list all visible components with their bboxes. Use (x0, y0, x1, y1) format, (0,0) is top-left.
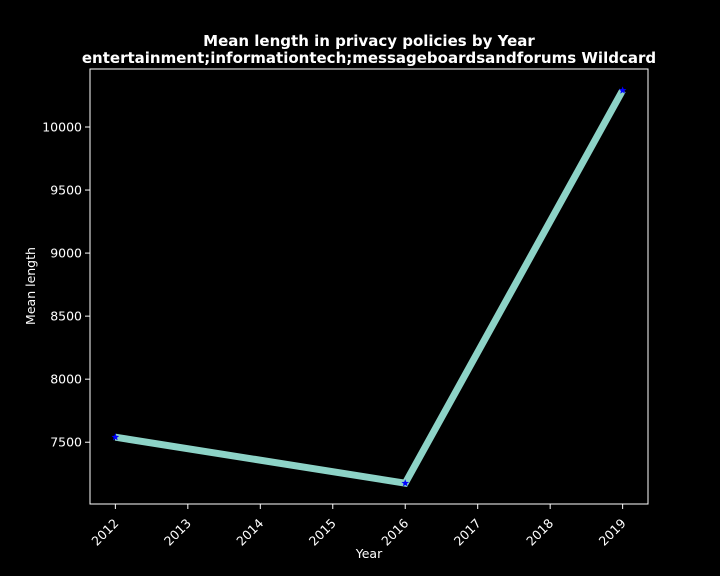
x-axis-label: Year (355, 546, 383, 561)
y-tick-label: 8000 (50, 372, 82, 387)
y-axis-label: Mean length (23, 247, 38, 325)
y-tick-label: 9000 (50, 246, 82, 261)
x-tick-label: 2017 (451, 516, 484, 549)
series-layer (111, 86, 627, 488)
x-axis: 2012 2013 2014 2015 2016 2017 2018 2019 (88, 504, 629, 549)
data-point-marker (111, 433, 120, 441)
y-axis: 7500 8000 8500 9000 9500 10000 (42, 120, 90, 450)
data-point-marker (401, 479, 410, 487)
y-tick-label: 9500 (50, 183, 82, 198)
chart-title-line1: Mean length in privacy policies by Year (203, 32, 535, 50)
x-tick-label: 2015 (306, 516, 339, 549)
series-line (114, 88, 626, 488)
x-tick-label: 2012 (88, 516, 121, 549)
x-tick-label: 2019 (596, 515, 629, 548)
x-tick-label: 2014 (233, 515, 266, 548)
y-tick-label: 8500 (50, 309, 82, 324)
x-tick-label: 2016 (378, 515, 411, 548)
chart-title-line2: entertainment;informationtech;messageboa… (82, 49, 656, 67)
data-point-marker (618, 86, 627, 94)
y-tick-label: 7500 (50, 435, 82, 450)
x-tick-label: 2013 (161, 516, 194, 549)
y-tick-label: 10000 (42, 120, 82, 135)
x-tick-label: 2018 (523, 515, 556, 548)
plot-area (89, 68, 649, 505)
